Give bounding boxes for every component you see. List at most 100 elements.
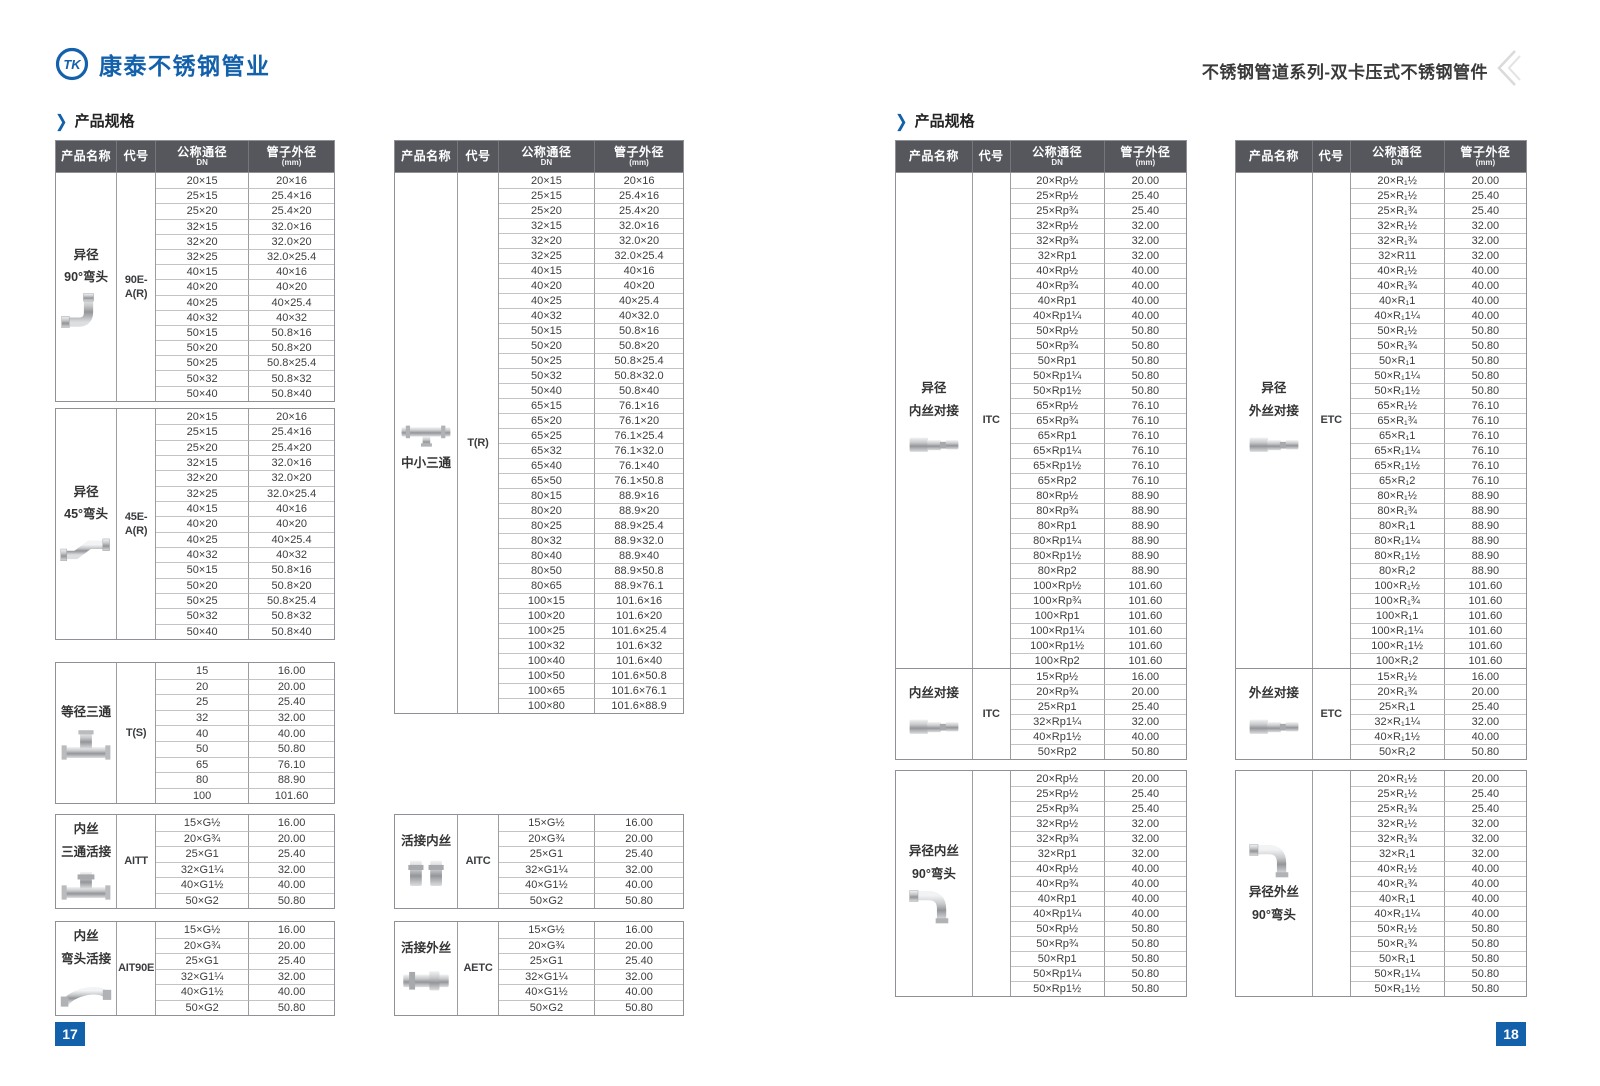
od-value: 50.80 [1444,981,1526,996]
od-value: 16.00 [1471,670,1500,683]
dn-value: 25×Rp¾ [1010,203,1105,218]
dn-value: 25×R₁1 [1350,699,1445,714]
od-value: 50.80 [1444,323,1526,338]
union-pair-photo [408,861,444,887]
od-value: 101.6×88.9 [595,698,683,713]
od-value: 20×16 [623,174,655,187]
dn-value: 80×15 [498,488,596,503]
dn-value: 80×65 [498,578,596,593]
od-value: 76.10 [1104,428,1186,443]
od-value: 76.1×16 [595,398,683,413]
product-code-cell: AIT90E [117,922,157,1015]
dn-value: 32×Rp½ [1010,218,1105,233]
dn-value: 40×Rp½ [1010,861,1105,876]
od-value: 50.80 [595,892,683,909]
od-value: 40.00 [1444,263,1526,278]
dn-value: 20×15 [499,173,596,188]
bend-elbow-photo [909,890,949,924]
dn-value: 40×15 [156,264,250,280]
od-value: 101.6×20 [595,608,683,623]
od-value: 25.40 [1104,786,1186,801]
product-code-cell: T(R) [458,173,499,713]
dn-value: 50×Rp1½ [1010,981,1105,996]
od-value: 32.00 [249,968,334,985]
dn-value: 32×Rp¾ [1010,233,1105,248]
dn-value: 32×G1¼ [498,861,596,877]
table-section: 外丝对接 ETC 15×R₁½ 16.00 20×R₁¾ 20.00 25×R₁1 25.40… [1236,668,1526,759]
od-value: 32.0×20 [595,233,683,248]
coupler-photo [403,971,449,991]
elbow-90-photo [61,293,94,329]
od-value: 20.00 [1131,174,1160,187]
od-value: 50.8×20 [595,338,683,353]
od-value: 32.00 [1444,831,1526,846]
od-value: 101.6×50.8 [595,668,683,683]
product-name: 内丝 [73,929,99,944]
od-value: 20×16 [276,174,308,187]
dn-value: 32×R₁1¼ [1350,714,1445,729]
dn-value: 100×15 [498,593,596,608]
dn-value: 100×Rp2 [1010,653,1105,668]
dn-value: 40×G1½ [156,984,250,1000]
od-value: 16.00 [277,816,306,829]
od-value: 50.8×25.4 [595,353,683,368]
dn-value: 100×R₁¾ [1350,593,1445,608]
product-name: 异径 [921,381,947,396]
od-value: 32.00 [1104,218,1186,233]
product-name: 内丝对接 [908,686,959,701]
dn-value: 32 [156,709,250,726]
col-header-code: 代号 [117,141,157,172]
od-value: 32.00 [1104,714,1186,729]
col-header-code: 代号 [458,141,499,172]
od-value: 40×32 [249,309,334,325]
dn-value: 50×25 [498,353,596,368]
dn-value: 50×32 [498,368,596,383]
dn-value: 50×Rp2 [1010,744,1105,759]
dn-value: 50×15 [156,562,250,578]
od-value: 25.4×16 [249,188,334,203]
dn-value: 40×25 [156,531,250,547]
table-section: 等径三通 T(S) 15 16.00 20 20.00 25 25.40 32 32.00 40 40… [56,663,334,804]
product-code: T(R) [467,436,489,449]
od-value: 20.00 [1131,772,1160,785]
od-value: 16.00 [277,664,306,677]
dn-value: 40×R₁1½ [1350,729,1445,744]
od-value: 32.00 [1104,846,1186,861]
page-number-left: 17 [55,1022,85,1046]
od-value: 50.8×40 [249,385,334,401]
logo-tk-icon: TK [55,47,89,81]
od-value: 50.8×16 [249,324,334,340]
od-value: 25.40 [1444,801,1526,816]
dn-value: 32×20 [156,233,250,249]
od-value: 40.00 [1444,729,1526,744]
spec-table-reducing-elbow-90: 产品名称 代号 公称通径 DN 管子外径 (mm) 异径 90°弯头 90E-A(R) 20×15… [55,140,335,402]
dn-value: 40×Rp¾ [1010,278,1105,293]
dn-value: 50×Rp½ [1010,323,1105,338]
page-title: 不锈钢管道系列-双卡压式不锈钢管件 [1201,63,1488,82]
product-code: AITC [465,855,491,868]
logo-badge-text: TK [63,57,82,72]
od-value: 88.90 [1104,503,1186,518]
od-value: 40×20 [249,516,334,531]
od-value: 50.8×25.4 [249,355,334,370]
dn-value: 50×25 [156,355,250,371]
dn-value: 100×65 [498,683,596,698]
col-header-od: 管子外径 (mm) [1460,144,1511,167]
od-value: 32.0×16 [595,218,683,233]
dn-value: 50×25 [156,592,250,609]
od-value: 50.80 [249,999,334,1016]
dn-value: 50×R₁½ [1350,921,1445,936]
dn-value: 32×25 [498,248,596,263]
section-title-left: ❯ 产品规格 [55,110,135,131]
od-value: 40×16 [595,263,683,278]
od-value: 25.4×16 [249,424,334,439]
table-section: 活接外丝 AETC 15×G½ 16.00 20×G¾ 20.00 25×G1 25.40 32… [395,922,683,1015]
product-name-cell: 内丝对接 [896,669,973,759]
dn-value: 65×R₁1 [1350,428,1445,443]
product-name: 90°弯头 [1251,908,1296,922]
product-name-cell: 活接内丝 [395,815,459,908]
od-value: 20.00 [1471,772,1500,785]
dn-value: 50×G2 [156,892,250,908]
dn-value: 65×R₁¾ [1350,413,1445,428]
col-header-code: 代号 [1313,141,1351,172]
